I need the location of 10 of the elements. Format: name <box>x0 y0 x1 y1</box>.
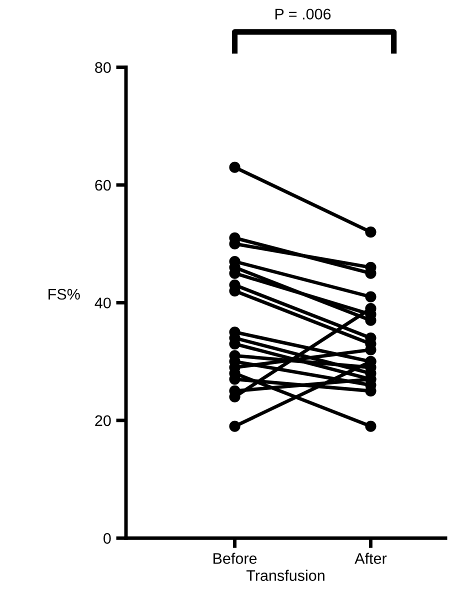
x-axis-title: Transfusion <box>246 570 324 581</box>
y-axis-title: FS% <box>48 288 80 300</box>
y-tick-label: 60 <box>95 180 111 191</box>
text: P = .006 <box>275 8 331 20</box>
x-tick-label: After <box>354 552 387 564</box>
y-tick-label: 0 <box>104 532 111 544</box>
y-tick-label: 80 <box>95 62 111 73</box>
y-tick-label: 40 <box>94 298 111 308</box>
y-tick-label: 20 <box>95 415 111 426</box>
x-tick-label: Before <box>214 552 257 564</box>
